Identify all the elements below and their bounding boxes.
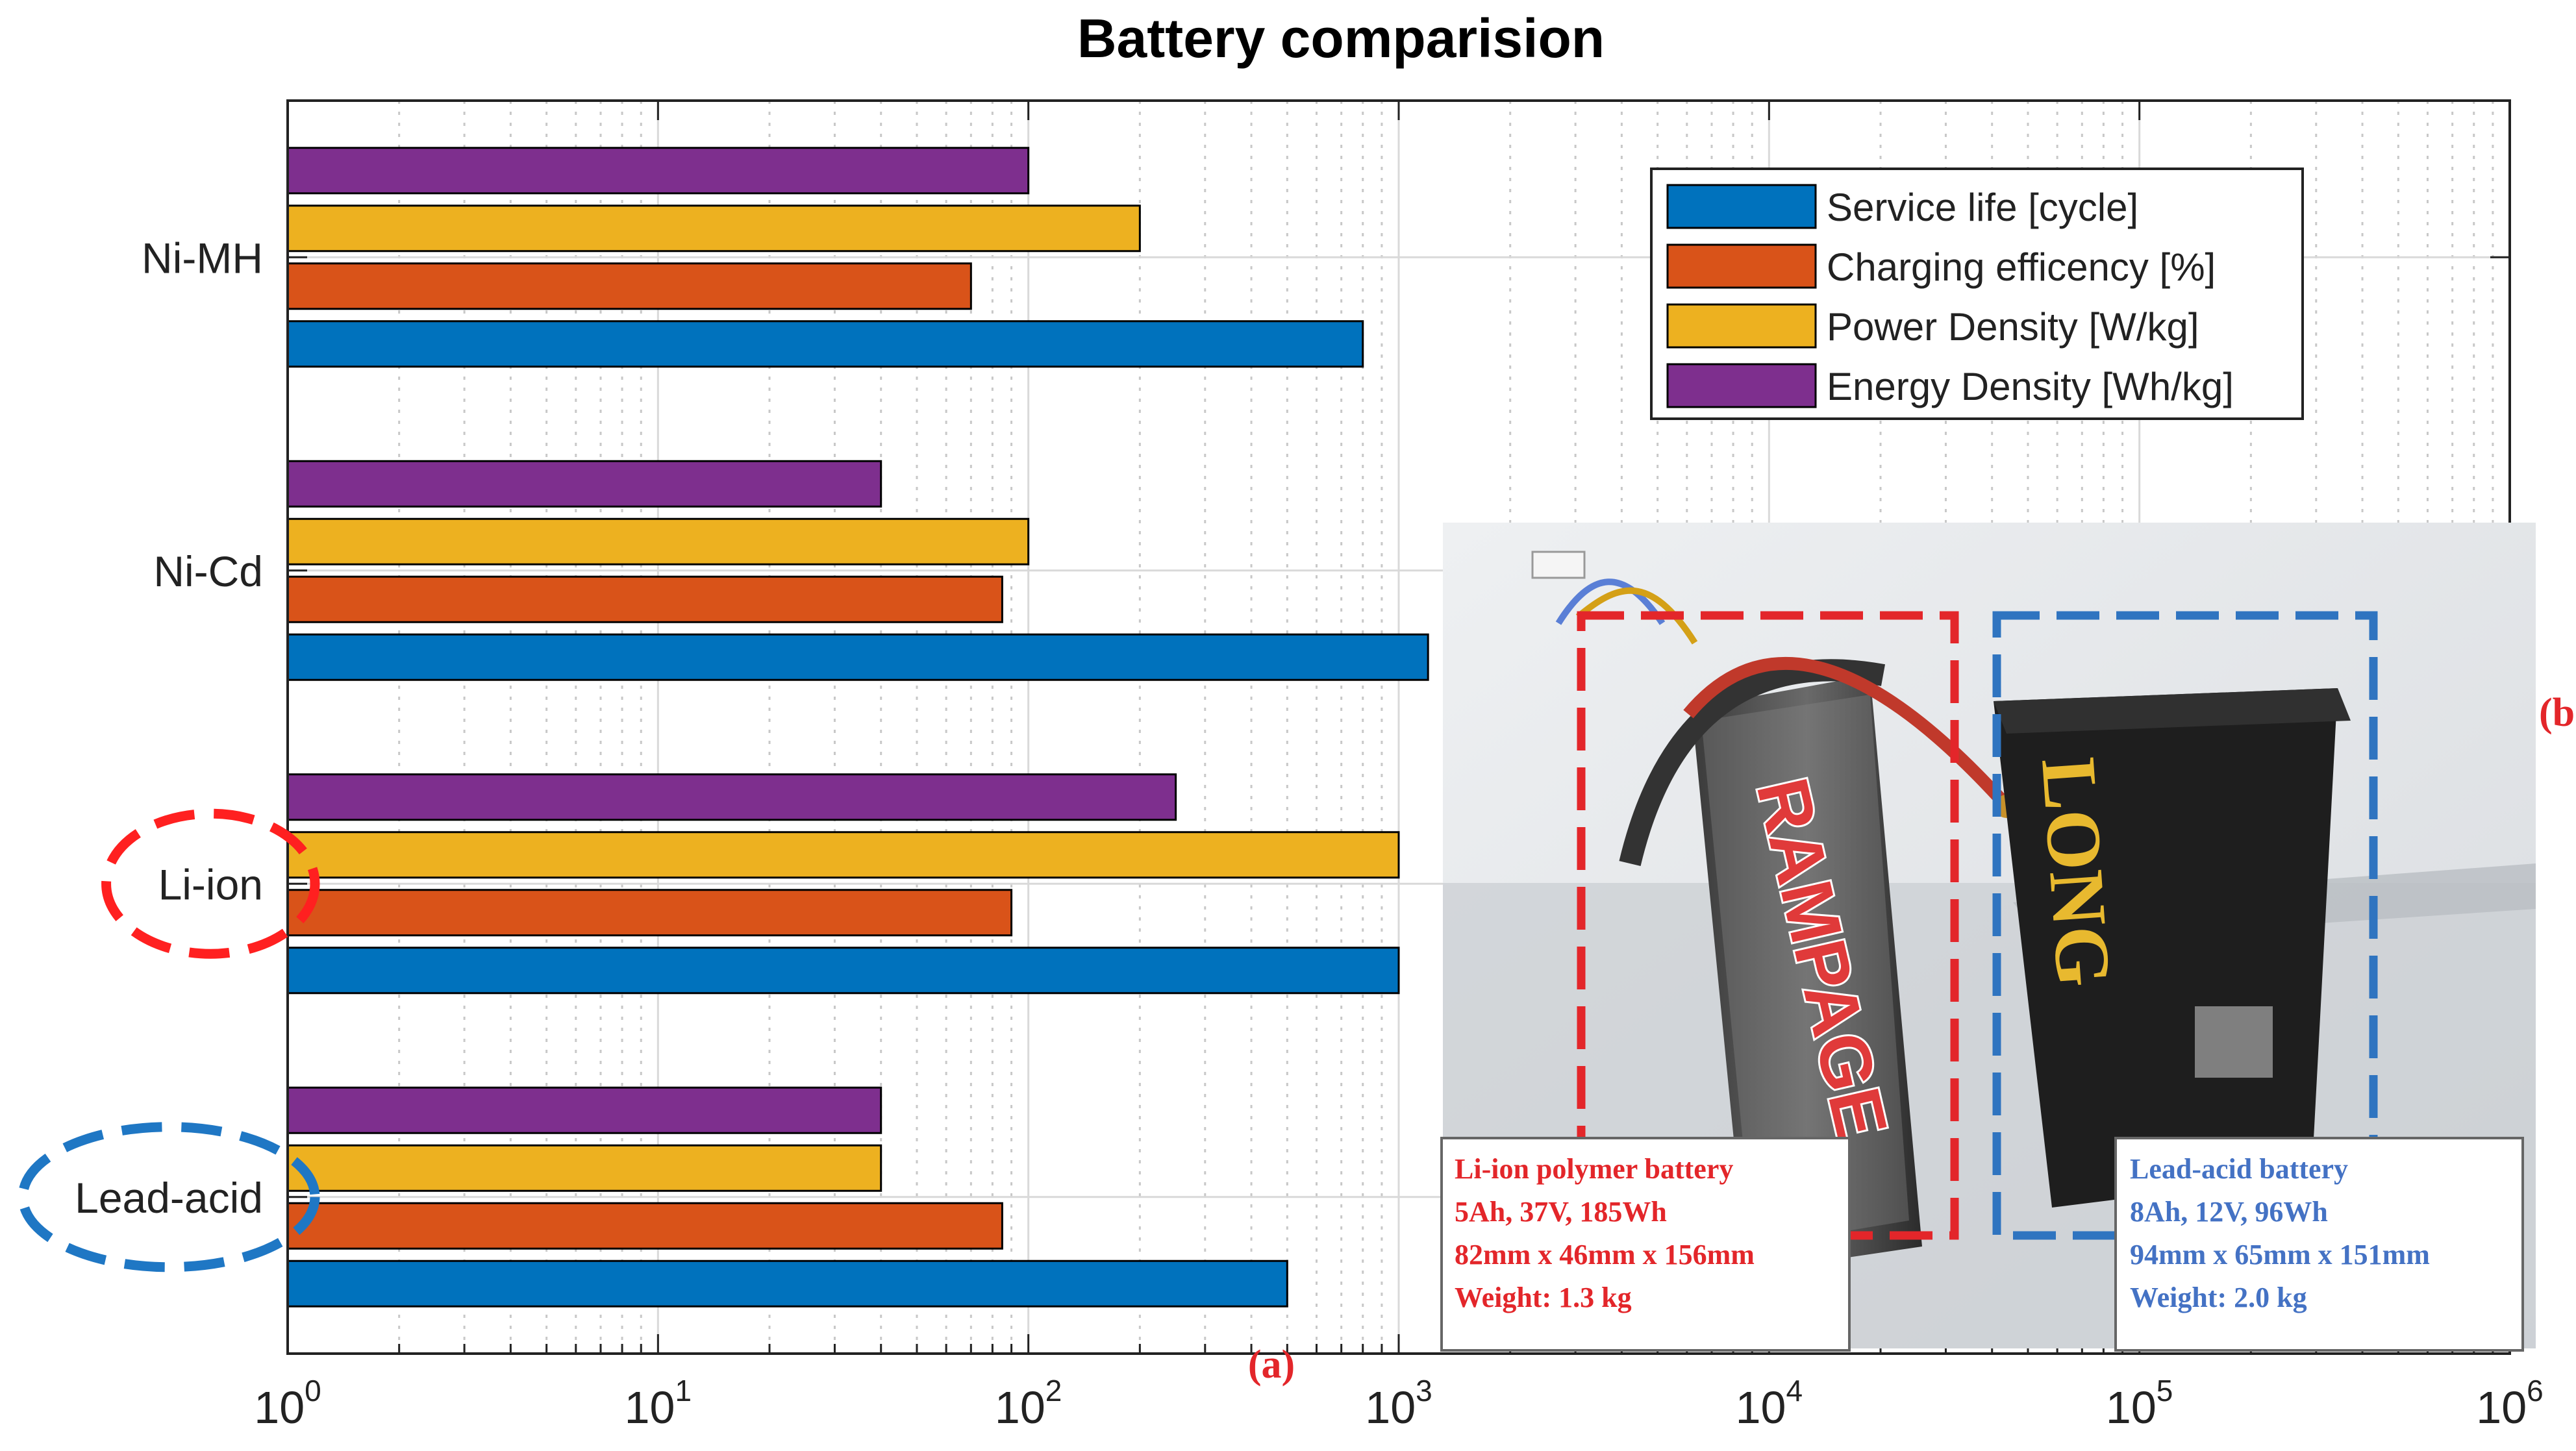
photo-inset: RAMPAGE LONG bbox=[1440, 523, 2536, 1352]
x-tick-label-0: 100 bbox=[254, 1374, 321, 1433]
li-ion-battery-image: RAMPAGE bbox=[1531, 551, 2018, 1272]
legend: Service life [cycle] Charging efficency [… bbox=[1650, 167, 2304, 420]
li-ion-caption: Li-ion polymer battery 5Ah, 37V, 185Wh 8… bbox=[1455, 1148, 1844, 1319]
lead-acid-caption-line-3: 94mm x 65mm x 151mm bbox=[2130, 1239, 2430, 1271]
highlight-ellipse-li-ion bbox=[101, 808, 320, 959]
lead-acid-caption-box bbox=[2114, 1137, 2524, 1352]
bar-marks bbox=[286, 147, 1429, 1308]
x-axis-labels: 100 101 102 103 104 105 106 bbox=[254, 1374, 2543, 1433]
legend-swatch-2 bbox=[1666, 243, 1817, 289]
bar-ni-cd-series-4 bbox=[286, 460, 882, 508]
bar-li-ion-series-3 bbox=[286, 831, 1400, 879]
bar-lead-acid-series-3 bbox=[286, 1144, 882, 1192]
lead-acid-caption-line-2: 8Ah, 12V, 96Wh bbox=[2130, 1196, 2328, 1228]
y-label-lead-acid: Lead-acid bbox=[75, 1174, 263, 1222]
li-ion-dashed-box bbox=[1577, 611, 1959, 1240]
legend-entry-2: Charging efficency [%] bbox=[1827, 245, 2216, 289]
bar-li-ion-series-1 bbox=[286, 947, 1400, 995]
legend-swatch-1 bbox=[1666, 184, 1817, 229]
legend-entry-3: Power Density [W/kg] bbox=[1827, 305, 2199, 349]
x-tick-label-6: 106 bbox=[2476, 1374, 2543, 1433]
bar-lead-acid-series-1 bbox=[286, 1259, 1288, 1308]
x-tick-label-1: 101 bbox=[625, 1374, 692, 1433]
bar-ni-mh-series-1 bbox=[286, 320, 1364, 368]
li-ion-caption-line-3: 82mm x 46mm x 156mm bbox=[1455, 1239, 1755, 1271]
bar-ni-mh-series-4 bbox=[286, 147, 1030, 195]
bar-li-ion-series-2 bbox=[286, 889, 1013, 937]
legend-entry-1: Service life [cycle] bbox=[1827, 186, 2138, 229]
legend-swatch-4 bbox=[1666, 363, 1817, 408]
lead-acid-brand-label: LONG bbox=[2025, 755, 2127, 990]
legend-entry-4: Energy Density [Wh/kg] bbox=[1827, 365, 2234, 408]
panel-label-a: (a) bbox=[1248, 1343, 1295, 1387]
lead-acid-caption-line-1: Lead-acid battery bbox=[2130, 1153, 2349, 1185]
x-tick-label-3: 103 bbox=[1365, 1374, 1432, 1433]
y-label-ni-mh: Ni-MH bbox=[142, 234, 263, 282]
bar-ni-cd-series-3 bbox=[286, 517, 1030, 565]
li-ion-caption-box bbox=[1440, 1137, 1851, 1352]
li-ion-caption-line-2: 5Ah, 37V, 185Wh bbox=[1455, 1196, 1667, 1228]
x-tick-label-4: 104 bbox=[1736, 1374, 1803, 1433]
y-label-ni-cd: Ni-Cd bbox=[153, 547, 263, 595]
lead-acid-caption-line-4: Weight: 2.0 kg bbox=[2130, 1282, 2307, 1313]
lead-acid-caption: Lead-acid battery 8Ah, 12V, 96Wh 94mm x … bbox=[2130, 1148, 2520, 1319]
y-label-li-ion: Li-ion bbox=[158, 860, 263, 908]
y-axis-labels: Lead-acid Li-ion Ni-Cd Ni-MH bbox=[75, 234, 263, 1222]
x-tick-label-5: 105 bbox=[2106, 1374, 2173, 1433]
bar-lead-acid-series-2 bbox=[286, 1202, 1003, 1250]
li-ion-caption-line-4: Weight: 1.3 kg bbox=[1455, 1282, 1632, 1313]
bar-ni-cd-series-2 bbox=[286, 575, 1003, 623]
bar-ni-cd-series-1 bbox=[286, 633, 1429, 681]
x-tick-label-2: 102 bbox=[995, 1374, 1062, 1433]
bar-lead-acid-series-4 bbox=[286, 1086, 882, 1134]
chart-title: Battery comparision bbox=[1077, 8, 1605, 69]
category-highlight-ellipses bbox=[18, 808, 320, 1272]
panel-label-b: (b) bbox=[2539, 691, 2576, 735]
legend-swatch-3 bbox=[1666, 303, 1817, 349]
lead-acid-dashed-box bbox=[1992, 611, 2378, 1240]
bar-li-ion-series-4 bbox=[286, 773, 1177, 821]
highlight-ellipse-lead-acid bbox=[18, 1122, 320, 1272]
li-ion-caption-line-1: Li-ion polymer battery bbox=[1455, 1153, 1734, 1185]
bar-ni-mh-series-2 bbox=[286, 262, 972, 310]
bar-ni-mh-series-3 bbox=[286, 205, 1141, 253]
lead-acid-battery-image: LONG bbox=[1994, 688, 2351, 1208]
